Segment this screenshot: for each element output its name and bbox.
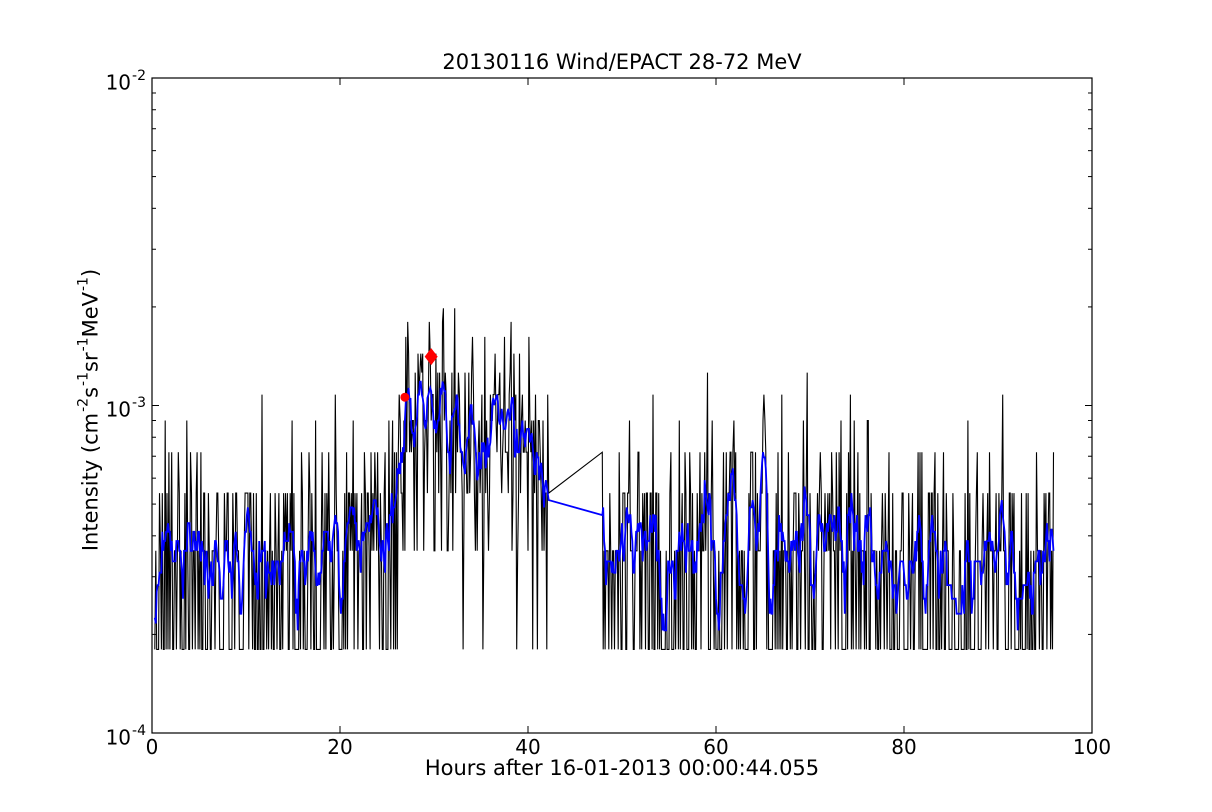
onset-marker	[400, 392, 410, 402]
y-tick-exp: -2	[132, 68, 146, 84]
y-tick-label-1e-4: 10-4	[66, 718, 146, 750]
y-tick-exp: -3	[132, 395, 146, 411]
y-axis-label-part: sr	[78, 352, 103, 372]
plot-frame	[151, 77, 1093, 734]
smoothed-intensity-series	[153, 380, 1055, 632]
x-tick-label-40: 40	[515, 735, 541, 759]
y-axis-label-exp: -1	[75, 277, 92, 292]
y-tick-base: 10	[105, 725, 132, 750]
x-axis-label: Hours after 16-01-2013 00:00:44.055	[424, 756, 820, 780]
y-tick-exp: -4	[132, 723, 146, 739]
y-tick-base: 10	[105, 70, 132, 95]
y-axis-label-exp: -1	[75, 337, 92, 352]
peak-marker	[424, 348, 438, 366]
y-axis-label-part: Intensity (cm	[78, 412, 103, 552]
y-axis-label-part: )	[78, 268, 103, 278]
x-tick-label-100: 100	[1072, 735, 1112, 759]
x-tick-label-0: 0	[145, 735, 159, 759]
x-tick-label-20: 20	[327, 735, 353, 759]
y-tick-label-1e-2: 10-2	[66, 63, 146, 95]
chart-title: 20130116 Wind/EPACT 28-72 MeV	[442, 50, 802, 74]
x-tick-label-60: 60	[703, 735, 729, 759]
y-tick-base: 10	[105, 397, 132, 422]
y-tick-label-1e-3: 10-3	[66, 390, 146, 422]
raw-intensity-series	[154, 308, 1055, 650]
y-axis-label-exp: -1	[75, 371, 92, 386]
y-axis-label-part: MeV	[78, 292, 103, 338]
x-tick-label-80: 80	[891, 735, 917, 759]
